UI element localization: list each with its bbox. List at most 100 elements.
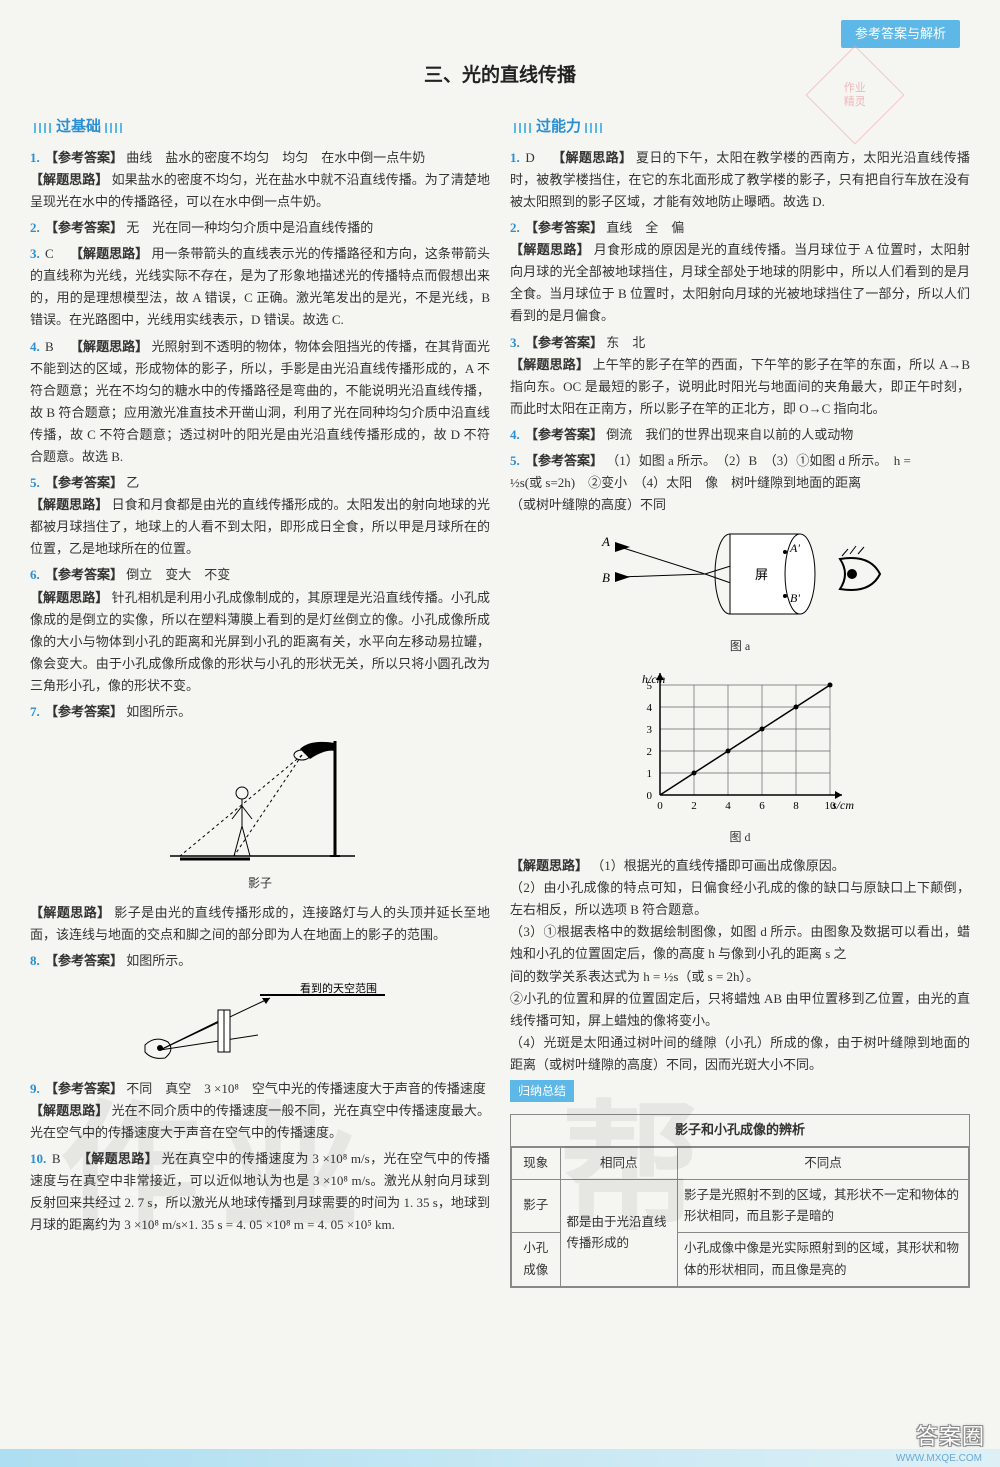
ans-text: 无 光在同一种均匀介质中是沿直线传播的 bbox=[126, 220, 373, 235]
svg-text:2: 2 bbox=[647, 746, 653, 758]
item-num: 2. bbox=[30, 220, 40, 235]
explain-label: 【解题思路】 bbox=[70, 339, 148, 354]
explain-label: 【解题思路】 bbox=[30, 1103, 108, 1118]
item-num: 5. bbox=[510, 453, 520, 468]
item-letter: D bbox=[525, 150, 534, 165]
ans-label: 【参考答案】 bbox=[45, 704, 123, 719]
item-num: 7. bbox=[30, 704, 40, 719]
ans-label: 【参考答案】 bbox=[525, 427, 603, 442]
stamp-line1: 作业 bbox=[844, 82, 866, 94]
ans-label: 【参考答案】 bbox=[525, 220, 603, 235]
svg-text:s/cm: s/cm bbox=[832, 798, 854, 812]
ans-text: 如图所示。 bbox=[126, 953, 191, 968]
svg-text:A': A' bbox=[789, 541, 800, 555]
ans-label: 【参考答案】 bbox=[45, 1081, 123, 1096]
item-num: 2. bbox=[510, 220, 520, 235]
ans-text: 如图所示。 bbox=[126, 704, 191, 719]
explain-label: 【解题思路】 bbox=[30, 905, 111, 920]
svg-text:6: 6 bbox=[759, 800, 765, 812]
fig-a-caption: 图 a bbox=[510, 636, 970, 656]
ans-text: （1）如图 a 所示。 （2）B （3）①如图 d 所示。 h = bbox=[606, 453, 911, 468]
svg-text:8: 8 bbox=[793, 800, 799, 812]
item-num: 4. bbox=[510, 427, 520, 442]
item-num: 9. bbox=[30, 1081, 40, 1096]
left-item-7: 7. 【参考答案】 如图所示。 bbox=[30, 701, 490, 946]
table-header-row: 现象 相同点 不同点 bbox=[512, 1147, 969, 1179]
svg-text:2: 2 bbox=[691, 800, 697, 812]
item-num: 1. bbox=[510, 150, 520, 165]
explain-4: （4）光斑是太阳通过树叶间的缝隙（小孔）所成的像，由于树叶缝隙到地面的距离（或树… bbox=[510, 1035, 970, 1072]
svg-text:3: 3 bbox=[647, 724, 653, 736]
svg-text:0: 0 bbox=[657, 800, 663, 812]
svg-text:0: 0 bbox=[647, 790, 653, 802]
ans-label: 【参考答案】 bbox=[45, 567, 123, 582]
left-item-3: 3. C 【解题思路】 用一条带箭头的直线表示光的传播路径和方向，这条带箭头的直… bbox=[30, 243, 490, 331]
formula-line: ½s(或 s=2h) ②变小 （4）太阳 像 树叶缝隙到地面的距离 bbox=[510, 475, 861, 490]
left-item-2: 2. 【参考答案】 无 光在同一种均匀介质中是沿直线传播的 bbox=[30, 217, 490, 239]
summary-tag-wrap: 归纳总结 bbox=[510, 1080, 970, 1104]
summary-box: 影子和小孔成像的辨析 现象 相同点 不同点 影子 都是由于光沿直线传播形成的 影… bbox=[510, 1114, 970, 1287]
right-section-title: 过能力 bbox=[510, 115, 970, 141]
explain-2: （2）由小孔成像的特点可知，日偏食经小孔成的像的缺口与原缺口上下颠倒，左右相反，… bbox=[510, 880, 970, 917]
svg-text:1: 1 bbox=[647, 768, 653, 780]
ans-label: 【参考答案】 bbox=[45, 475, 123, 490]
item-num: 5. bbox=[30, 475, 40, 490]
bottom-bar bbox=[0, 1449, 1000, 1467]
ans-text: 东 北 bbox=[606, 335, 645, 350]
svg-text:A: A bbox=[601, 534, 610, 549]
right-item-4: 4. 【参考答案】 倒流 我们的世界出现来自以前的人或动物 bbox=[510, 424, 970, 446]
td-diff: 影子是光照射不到的区域，其形状不一定和物体的形状相同，而且影子是暗的 bbox=[678, 1179, 969, 1233]
svg-text:B': B' bbox=[790, 591, 800, 605]
left-item-4: 4. B 【解题思路】 光照射到不透明的物体，物体会阻挡光的传播，在其背面光不能… bbox=[30, 336, 490, 469]
item-num: 1. bbox=[30, 150, 40, 165]
td-phenomenon: 影子 bbox=[512, 1179, 561, 1233]
table-row: 影子 都是由于光沿直线传播形成的 影子是光照射不到的区域，其形状不一定和物体的形… bbox=[512, 1179, 969, 1233]
sky-label: 看到的天空范围 bbox=[300, 981, 377, 995]
summary-heading: 影子和小孔成像的辨析 bbox=[511, 1115, 969, 1146]
svg-text:h/cm: h/cm bbox=[642, 672, 666, 686]
explain-label: 【解题思路】 bbox=[30, 172, 108, 187]
item-letter: B bbox=[52, 1151, 61, 1166]
explain-label: 【解题思路】 bbox=[30, 497, 108, 512]
item-num: 10. bbox=[30, 1151, 46, 1166]
ans-label: 【参考答案】 bbox=[45, 953, 123, 968]
corner-url: WWW.MXQE.COM bbox=[896, 1450, 982, 1467]
left-item-10: 10. B 【解题思路】 光在真空中的传播速度为 3 ×10⁸ m/s，光在空气… bbox=[30, 1148, 490, 1236]
ans-text: 倒立 变大 不变 bbox=[126, 567, 230, 582]
item-num: 6. bbox=[30, 567, 40, 582]
explain-label: 【解题思路】 bbox=[70, 246, 148, 261]
explain-label: 【解题思路】 bbox=[78, 1151, 158, 1166]
ans-text: 直线 全 偏 bbox=[606, 220, 684, 235]
left-item-9: 9. 【参考答案】 不同 真空 3 ×10⁸ 空气中光的传播速度大于声音的传播速… bbox=[30, 1078, 490, 1144]
th-same: 相同点 bbox=[560, 1147, 678, 1179]
stamp-line2: 精灵 bbox=[844, 96, 866, 108]
left-section-title: 过基础 bbox=[30, 115, 490, 141]
item-num: 4. bbox=[30, 339, 40, 354]
ans-label: 【参考答案】 bbox=[45, 150, 123, 165]
explain-1: （1）根据光的直线传播即可画出成像原因。 bbox=[591, 858, 845, 873]
td-same: 都是由于光沿直线传播形成的 bbox=[560, 1179, 678, 1286]
th-phenomenon: 现象 bbox=[512, 1147, 561, 1179]
item-num: 3. bbox=[510, 335, 520, 350]
left-item-1: 1. 【参考答案】 曲线 盐水的密度不均匀 均匀 在水中倒一点牛奶 【解题思路】… bbox=[30, 147, 490, 213]
ans-text: 倒流 我们的世界出现来自以前的人或动物 bbox=[606, 427, 853, 442]
svg-text:4: 4 bbox=[647, 702, 653, 714]
explain-label: 【解题思路】 bbox=[510, 858, 588, 873]
summary-tag: 归纳总结 bbox=[510, 1080, 574, 1102]
ans-label: 【参考答案】 bbox=[525, 453, 603, 468]
summary-table: 现象 相同点 不同点 影子 都是由于光沿直线传播形成的 影子是光照射不到的区域，… bbox=[511, 1147, 969, 1287]
item-num: 3. bbox=[30, 246, 40, 261]
explain-text: 针孔相机是利用小孔成像制成的，其原理是光沿直线传播。小孔成像成的是倒立的实像，所… bbox=[30, 590, 490, 693]
figure-a: A B A' B' 屏 bbox=[510, 524, 970, 656]
header-tag: 参考答案与解析 bbox=[841, 20, 960, 48]
svg-text:4: 4 bbox=[725, 800, 731, 812]
explain-label: 【解题思路】 bbox=[552, 150, 632, 165]
td-phenomenon: 小孔成像 bbox=[512, 1233, 561, 1287]
right-item-3: 3. 【参考答案】 东 北 【解题思路】 上午竿的影子在竿的西面，下午竿的影子在… bbox=[510, 332, 970, 420]
explain-3b: 间的数学关系表达式为 h = ½s（或 s = 2h）。 bbox=[510, 969, 759, 984]
left-item-8: 8. 【参考答案】 如图所示。 看到的天空范围 bbox=[30, 950, 490, 1070]
right-item-1: 1. D 【解题思路】 夏日的下午，太阳在教学楼的西南方，太阳光沿直线传播时，被… bbox=[510, 147, 970, 213]
paren-line: （或树叶缝隙的高度）不同 bbox=[510, 497, 666, 512]
explain-3: （3）①根据表格中的数据绘制图像，如图 d 所示。由图象及数据可以看出，蜡烛和小… bbox=[510, 924, 970, 961]
figure-d-chart: 0246810012345h/cms/cm 图 d bbox=[510, 665, 970, 847]
